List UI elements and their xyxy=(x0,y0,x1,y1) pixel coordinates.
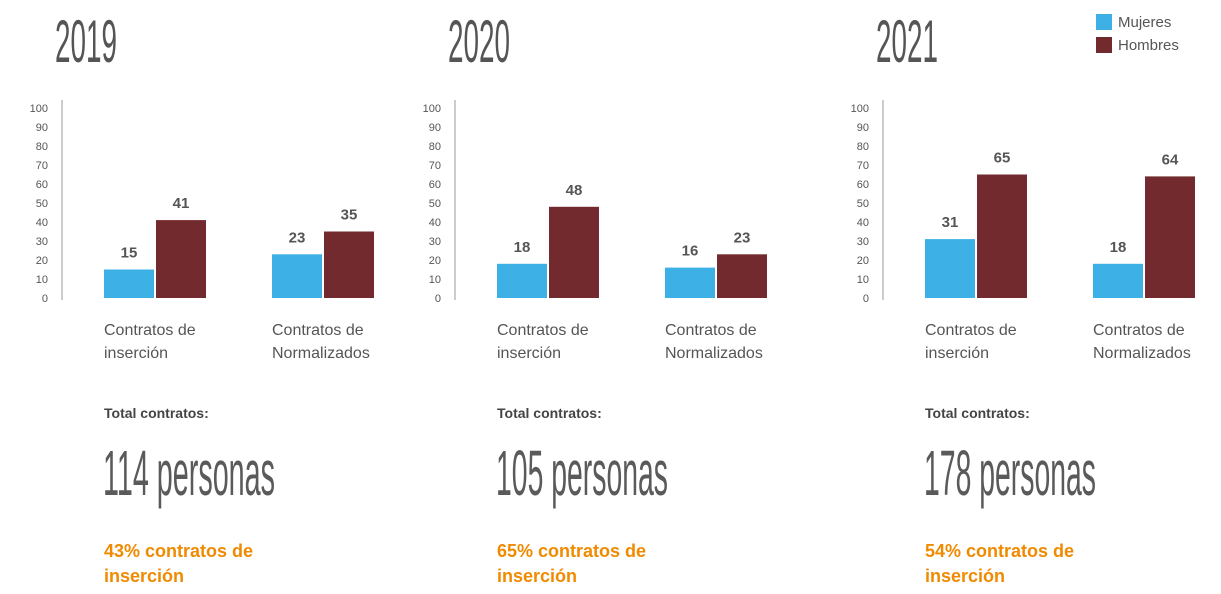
y-tick-label: 90 xyxy=(36,122,48,134)
bar xyxy=(156,220,206,298)
x-tick-label: Contratos de Normalizados xyxy=(272,322,370,362)
chart-title: 2020 xyxy=(448,8,510,75)
y-tick-label: 70 xyxy=(429,160,441,172)
value-label: 48 xyxy=(566,182,583,199)
legend-label: Hombres xyxy=(1118,37,1179,54)
y-tick-label: 60 xyxy=(857,179,869,191)
legend-swatch xyxy=(1096,14,1112,30)
y-tick-label: 20 xyxy=(857,255,869,267)
x-tick-label: Contratos de inserción xyxy=(104,322,196,362)
bar xyxy=(977,174,1027,298)
bar xyxy=(497,263,547,298)
bar xyxy=(1145,176,1195,298)
bar xyxy=(665,267,715,298)
value-label: 41 xyxy=(173,195,190,212)
x-tick-label: Contratos de Normalizados xyxy=(1093,322,1191,362)
value-label: 16 xyxy=(682,243,699,260)
legend-swatch xyxy=(1096,37,1112,53)
y-tick-label: 60 xyxy=(36,179,48,191)
note: 54% contratos de inserción xyxy=(925,541,1075,586)
total: 178 personas xyxy=(924,437,1096,509)
y-tick-label: 80 xyxy=(429,141,441,153)
total-label: Total contratos: xyxy=(497,405,602,421)
total: 105 personas xyxy=(496,437,668,509)
value-label: 31 xyxy=(942,214,959,231)
y-tick-label: 100 xyxy=(30,103,48,115)
y-tick-label: 70 xyxy=(857,160,869,172)
bar xyxy=(324,231,374,298)
value-label: 18 xyxy=(514,239,531,256)
y-tick-label: 30 xyxy=(36,236,48,248)
chart-title: 2021 xyxy=(876,8,938,75)
chart-panel: 2019 0 10 20 30 40 50 60 70 80 90 100 15 41 23 35 114 pe… xyxy=(0,0,400,594)
total: 114 personas xyxy=(103,437,275,509)
note: 65% contratos de inserción xyxy=(497,541,647,586)
y-tick-label: 80 xyxy=(857,141,869,153)
x-tick-label: Contratos de inserción xyxy=(925,322,1017,362)
bar xyxy=(1093,263,1143,298)
y-tick-label: 90 xyxy=(857,122,869,134)
value-label: 65 xyxy=(994,150,1011,167)
y-tick-label: 10 xyxy=(36,274,48,286)
value-label: 35 xyxy=(341,207,358,224)
x-tick-label: Contratos de inserción xyxy=(497,322,589,362)
y-tick-label: 20 xyxy=(429,255,441,267)
note: 43% contratos de inserción xyxy=(104,541,254,586)
chart: 2020 0 10 20 30 40 50 60 70 80 90 100 18 48 16 23 105 pe… xyxy=(423,8,767,509)
y-tick-label: 40 xyxy=(36,217,48,229)
y-tick-label: 10 xyxy=(857,274,869,286)
bar xyxy=(272,254,322,298)
y-tick-label: 100 xyxy=(851,103,869,115)
total-label: Total contratos: xyxy=(925,405,1030,421)
value-label: 18 xyxy=(1110,239,1127,256)
y-tick-label: 100 xyxy=(423,103,441,115)
chart: 2021 0 10 20 30 40 50 60 70 80 90 100 31 65 18 64 178 pe… xyxy=(851,8,1195,509)
y-tick-label: 10 xyxy=(429,274,441,286)
legend: Mujeres Hombres xyxy=(1096,14,1179,54)
y-tick-label: 70 xyxy=(36,160,48,172)
y-tick-label: 50 xyxy=(857,198,869,210)
y-tick-label: 20 xyxy=(36,255,48,267)
y-tick-label: 0 xyxy=(863,293,869,305)
bar xyxy=(549,206,599,298)
y-tick-label: 80 xyxy=(36,141,48,153)
y-tick-label: 40 xyxy=(857,217,869,229)
legend-label: Mujeres xyxy=(1118,14,1171,31)
y-tick-label: 50 xyxy=(36,198,48,210)
chart-title: 2019 xyxy=(55,8,117,75)
value-label: 23 xyxy=(289,229,306,246)
value-label: 64 xyxy=(1162,151,1179,168)
bar xyxy=(717,254,767,298)
bar xyxy=(925,239,975,298)
y-tick-label: 0 xyxy=(435,293,441,305)
chart: 2019 0 10 20 30 40 50 60 70 80 90 100 15 41 23 35 114 pe… xyxy=(30,8,374,509)
total-label: Total contratos: xyxy=(104,405,209,421)
value-label: 15 xyxy=(121,245,138,262)
chart-panel: 2020 0 10 20 30 40 50 60 70 80 90 100 18 48 16 23 105 pe… xyxy=(393,0,793,594)
y-tick-label: 40 xyxy=(429,217,441,229)
value-label: 23 xyxy=(734,229,751,246)
y-tick-label: 50 xyxy=(429,198,441,210)
chart-panel: 2021 0 10 20 30 40 50 60 70 80 90 100 31 65 18 64 178 pe… xyxy=(821,0,1221,594)
x-tick-label: Contratos de Normalizados xyxy=(665,322,763,362)
y-tick-label: 60 xyxy=(429,179,441,191)
bar xyxy=(104,269,154,298)
y-tick-label: 30 xyxy=(857,236,869,248)
y-tick-label: 30 xyxy=(429,236,441,248)
y-tick-label: 90 xyxy=(429,122,441,134)
y-tick-label: 0 xyxy=(42,293,48,305)
